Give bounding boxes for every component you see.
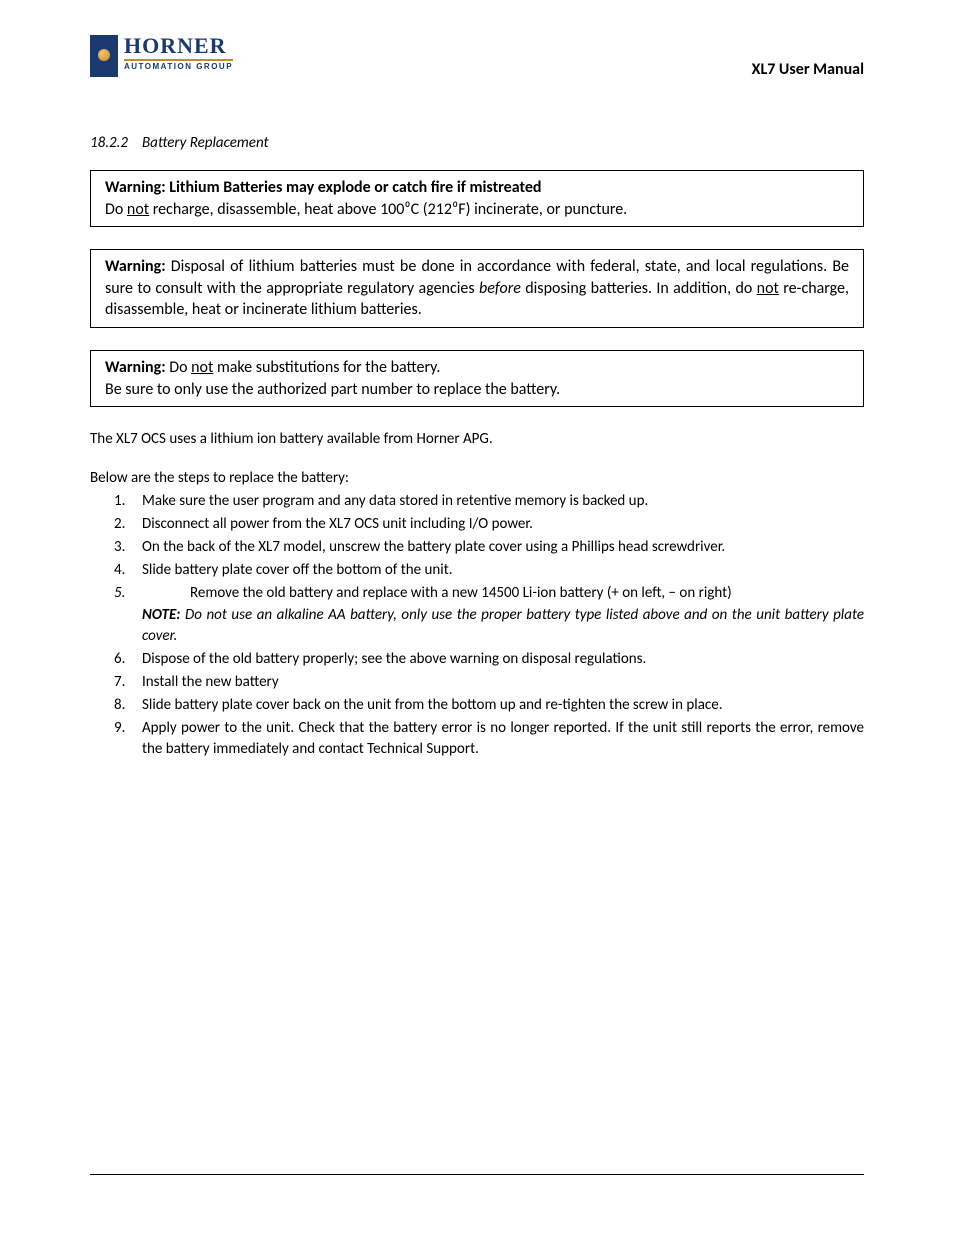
- warning-body: Do not recharge, disassemble, heat above…: [105, 199, 849, 221]
- warning-line-1: Warning: Do not make substitutions for t…: [105, 357, 849, 379]
- step-item: Make sure the user program and any data …: [142, 491, 864, 512]
- text-italic: before: [479, 279, 521, 298]
- logo: HORNER AUTOMATION GROUP: [90, 35, 233, 77]
- step-item: Slide battery plate cover back on the un…: [142, 695, 864, 716]
- warning-label: Warning:: [105, 257, 166, 276]
- warning-box-2: Warning: Disposal of lithium batteries m…: [90, 249, 864, 328]
- warning-line-2: Be sure to only use the authorized part …: [105, 379, 849, 401]
- page-header: HORNER AUTOMATION GROUP XL7 User Manual: [90, 35, 864, 79]
- warning-title: Warning: Lithium Batteries may explode o…: [105, 177, 849, 199]
- text: make substitutions for the battery.: [213, 358, 440, 377]
- steps-list: Make sure the user program and any data …: [90, 491, 864, 760]
- text: recharge, disassemble, heat above 100⁰C …: [149, 200, 627, 219]
- logo-text: HORNER AUTOMATION GROUP: [124, 35, 233, 71]
- section-heading: 18.2.2 Battery Replacement: [90, 134, 864, 152]
- step-item: Install the new battery: [142, 672, 864, 693]
- logo-rule: [124, 59, 233, 61]
- step5-note: NOTE: Do not use an alkaline AA battery,…: [142, 605, 864, 647]
- note-label: NOTE:: [142, 606, 180, 624]
- step-item: Disconnect all power from the XL7 OCS un…: [142, 514, 864, 535]
- body-paragraph-2: Below are the steps to replace the batte…: [90, 468, 864, 489]
- doc-title: XL7 User Manual: [752, 35, 864, 79]
- section-number: 18.2.2: [90, 134, 128, 152]
- step-item-5: Remove the old battery and replace with …: [142, 583, 864, 647]
- text-underline: not: [757, 279, 779, 298]
- logo-mark-icon: [90, 35, 118, 77]
- step-item: Slide battery plate cover off the bottom…: [142, 560, 864, 581]
- section-title: Battery Replacement: [142, 134, 269, 152]
- logo-subtitle: AUTOMATION GROUP: [124, 63, 233, 71]
- warning-box-3: Warning: Do not make substitutions for t…: [90, 350, 864, 407]
- page: HORNER AUTOMATION GROUP XL7 User Manual …: [0, 0, 954, 1235]
- footer-rule: [90, 1174, 864, 1175]
- step5-text: Remove the old battery and replace with …: [142, 583, 732, 604]
- text: Do: [105, 200, 127, 219]
- logo-brand: HORNER: [124, 35, 233, 57]
- step-item: Apply power to the unit. Check that the …: [142, 718, 864, 760]
- warning-box-1: Warning: Lithium Batteries may explode o…: [90, 170, 864, 227]
- text: disposing batteries. In addition, do: [521, 279, 757, 298]
- warning-label: Warning:: [105, 358, 166, 377]
- text-underline: not: [127, 200, 149, 219]
- body-paragraph-1: The XL7 OCS uses a lithium ion battery a…: [90, 429, 864, 450]
- text: Do: [166, 358, 192, 377]
- text-underline: not: [191, 358, 213, 377]
- step-item: Dispose of the old battery properly; see…: [142, 649, 864, 670]
- note-text: Do not use an alkaline AA battery, only …: [142, 606, 864, 645]
- step-item: On the back of the XL7 model, unscrew th…: [142, 537, 864, 558]
